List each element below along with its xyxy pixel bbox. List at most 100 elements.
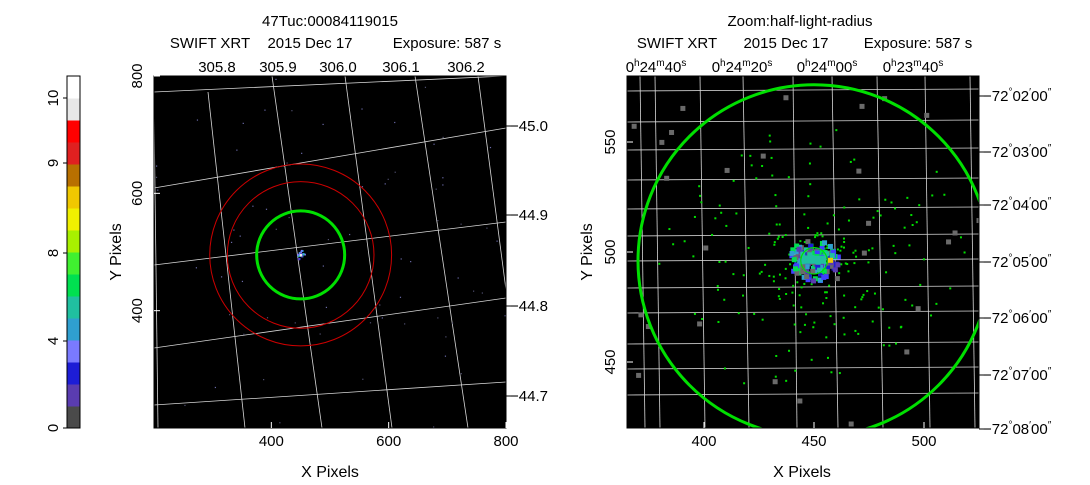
source-pixel <box>298 258 301 260</box>
colorbar-segment <box>67 384 80 407</box>
event-pixel <box>275 78 277 80</box>
grid-line <box>969 76 976 428</box>
event-pixel <box>866 290 869 293</box>
event-pixel <box>871 320 874 323</box>
panel2-x-axis-label: X Pixels <box>773 464 831 481</box>
event-pixel <box>778 223 781 226</box>
panel1-coordinate-grid <box>154 76 506 428</box>
event-pixel <box>735 212 738 215</box>
event-pixel <box>445 336 447 338</box>
event-pixel <box>799 240 802 243</box>
event-pixel <box>849 160 852 163</box>
event-pixel <box>825 336 828 339</box>
panel2-x-ticks: 400 450 500 <box>691 422 937 450</box>
grey-pixel <box>659 139 665 145</box>
event-pixel <box>457 277 459 279</box>
panel2-subtitle: SWIFT XRT 2015 Dec 17 Exposure: 587 s <box>637 35 972 52</box>
event-pixel <box>884 198 887 201</box>
event-pixel <box>854 306 857 309</box>
event-pixel <box>764 263 767 266</box>
source-pixel <box>804 264 810 270</box>
grid-line <box>154 297 506 349</box>
x-tick-label: 600 <box>376 433 401 450</box>
ra-tick-label: 305.8 <box>198 59 236 76</box>
event-pixel <box>788 253 791 256</box>
event-pixel <box>943 193 946 196</box>
event-pixel <box>935 170 938 173</box>
colorbar-tick-label: 4 <box>45 337 62 345</box>
event-pixel <box>242 122 244 124</box>
event-pixel <box>761 164 764 167</box>
dec-tick-label: −45.0 <box>510 118 548 135</box>
panel1-y-axis-label: Y Pixels <box>108 223 125 281</box>
event-pixel <box>785 379 788 382</box>
event-pixel <box>753 312 756 315</box>
event-pixel <box>840 245 843 248</box>
colorbar-tick-label: 8 <box>45 249 62 257</box>
grey-pixel <box>703 245 709 251</box>
event-pixel <box>888 326 891 329</box>
colorbar-labels: 0 4 8 9 10 <box>45 90 67 432</box>
source-pixel <box>805 277 811 283</box>
panel1-title: 47Tuc:00084119015 <box>262 13 398 30</box>
event-pixel <box>404 323 406 325</box>
event-pixel <box>723 367 726 370</box>
event-pixel <box>820 232 823 235</box>
event-pixel <box>810 283 813 286</box>
colorbar-segment <box>67 296 80 319</box>
source-pixel <box>825 264 831 270</box>
event-pixel <box>442 136 444 138</box>
event-pixel <box>220 276 223 278</box>
event-pixel <box>228 314 231 316</box>
source-pixel <box>297 253 299 256</box>
event-pixel <box>885 271 888 274</box>
panel2-instrument: SWIFT XRT <box>637 35 717 52</box>
source-pixel <box>304 253 306 256</box>
grid-line <box>477 76 506 291</box>
event-pixel <box>803 213 806 216</box>
half-light-radius-circle <box>636 83 979 428</box>
half-light-radius-circle <box>255 209 347 301</box>
event-pixel <box>322 265 324 267</box>
event-pixel <box>701 317 704 320</box>
event-pixel <box>672 243 675 246</box>
event-pixel <box>486 227 488 229</box>
grey-pixel <box>783 95 789 101</box>
panel1-regions <box>209 163 393 347</box>
grey-pixel <box>834 276 840 282</box>
grid-line <box>924 76 931 428</box>
event-pixel <box>807 226 810 229</box>
source-pixel <box>807 252 813 258</box>
event-pixel <box>829 315 832 318</box>
event-pixel <box>906 196 909 199</box>
event-pixel <box>778 288 781 291</box>
event-pixel <box>658 262 661 265</box>
event-pixel <box>935 302 938 305</box>
source-pixel <box>824 251 830 257</box>
event-pixel <box>236 149 238 151</box>
panel2-ra-ticks: 0h24m40s 0h24m20s 0h24m00s 0h23m40s <box>626 58 944 76</box>
event-pixel <box>716 288 719 291</box>
event-pixel <box>844 262 847 265</box>
event-pixel <box>826 246 829 249</box>
grey-pixel <box>976 218 979 224</box>
event-pixel <box>949 287 952 290</box>
panel1-events <box>155 78 506 428</box>
event-pixel <box>814 234 817 237</box>
x-tick-label: 400 <box>259 433 284 450</box>
event-pixel <box>460 223 462 225</box>
event-pixel <box>294 322 296 324</box>
grey-pixel <box>636 372 642 378</box>
source-pixel <box>811 250 817 256</box>
panel1-x-ticks: 400 600 800 <box>259 422 519 450</box>
source-pixel <box>297 255 300 258</box>
event-pixel <box>777 235 780 238</box>
event-pixel <box>812 326 815 329</box>
event-pixel <box>758 272 761 275</box>
event-pixel <box>838 272 841 275</box>
event-pixel <box>301 152 303 154</box>
event-pixel <box>381 317 383 319</box>
event-pixel <box>861 296 864 299</box>
event-pixel <box>792 284 795 287</box>
